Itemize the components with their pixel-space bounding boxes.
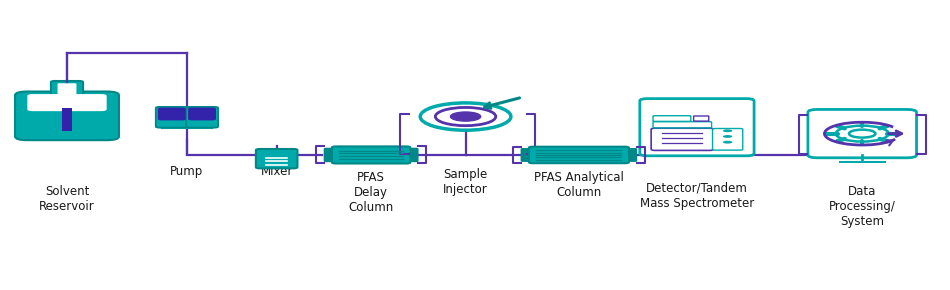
FancyBboxPatch shape (58, 83, 76, 95)
FancyBboxPatch shape (156, 107, 188, 128)
FancyBboxPatch shape (522, 149, 537, 161)
Bar (63, 108, 71, 131)
Circle shape (723, 141, 732, 144)
FancyBboxPatch shape (189, 108, 216, 120)
FancyBboxPatch shape (51, 81, 83, 97)
FancyBboxPatch shape (651, 128, 713, 151)
Text: Pump: Pump (170, 165, 203, 178)
Circle shape (723, 129, 732, 132)
FancyBboxPatch shape (15, 92, 119, 140)
Text: Data
Processing/
System: Data Processing/ System (828, 185, 896, 228)
FancyBboxPatch shape (332, 146, 410, 164)
Text: Sample
Injector: Sample Injector (444, 168, 488, 196)
FancyBboxPatch shape (28, 94, 106, 111)
FancyBboxPatch shape (186, 107, 219, 128)
FancyBboxPatch shape (256, 149, 297, 168)
FancyBboxPatch shape (808, 109, 917, 158)
FancyBboxPatch shape (403, 148, 418, 162)
FancyBboxPatch shape (529, 147, 629, 163)
FancyBboxPatch shape (639, 99, 754, 156)
Bar (839, 161, 885, 164)
Text: Detector/Tandem
Mass Spectrometer: Detector/Tandem Mass Spectrometer (639, 182, 754, 210)
Text: PFAS Analytical
Column: PFAS Analytical Column (534, 171, 624, 199)
FancyBboxPatch shape (621, 149, 637, 161)
Text: Mixer: Mixer (260, 165, 293, 178)
Circle shape (450, 112, 481, 121)
FancyBboxPatch shape (324, 148, 339, 162)
Text: PFAS
Delay
Column: PFAS Delay Column (349, 171, 393, 214)
Circle shape (723, 135, 732, 138)
FancyBboxPatch shape (712, 128, 743, 150)
Text: Solvent
Reservoir: Solvent Reservoir (39, 185, 95, 213)
FancyBboxPatch shape (159, 108, 185, 120)
